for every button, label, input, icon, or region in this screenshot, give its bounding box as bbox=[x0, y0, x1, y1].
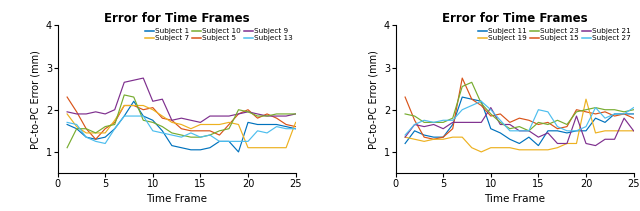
Y-axis label: PC-to-PC Error (mm): PC-to-PC Error (mm) bbox=[30, 50, 40, 149]
Title: Error for Time Frames: Error for Time Frames bbox=[442, 12, 588, 25]
Title: Error for Time Frames: Error for Time Frames bbox=[104, 12, 250, 25]
X-axis label: Time Frame: Time Frame bbox=[146, 194, 207, 204]
Legend: Subject 1, Subject 7, Subject 10, Subject 5, Subject 9, Subject 13: Subject 1, Subject 7, Subject 10, Subjec… bbox=[143, 27, 294, 43]
Legend: Subject 11, Subject 19, Subject 23, Subject 15, Subject 21, Subject 27: Subject 11, Subject 19, Subject 23, Subj… bbox=[477, 27, 632, 43]
Y-axis label: PC-to-PC Error (mm): PC-to-PC Error (mm) bbox=[368, 50, 378, 149]
X-axis label: Time Frame: Time Frame bbox=[484, 194, 545, 204]
